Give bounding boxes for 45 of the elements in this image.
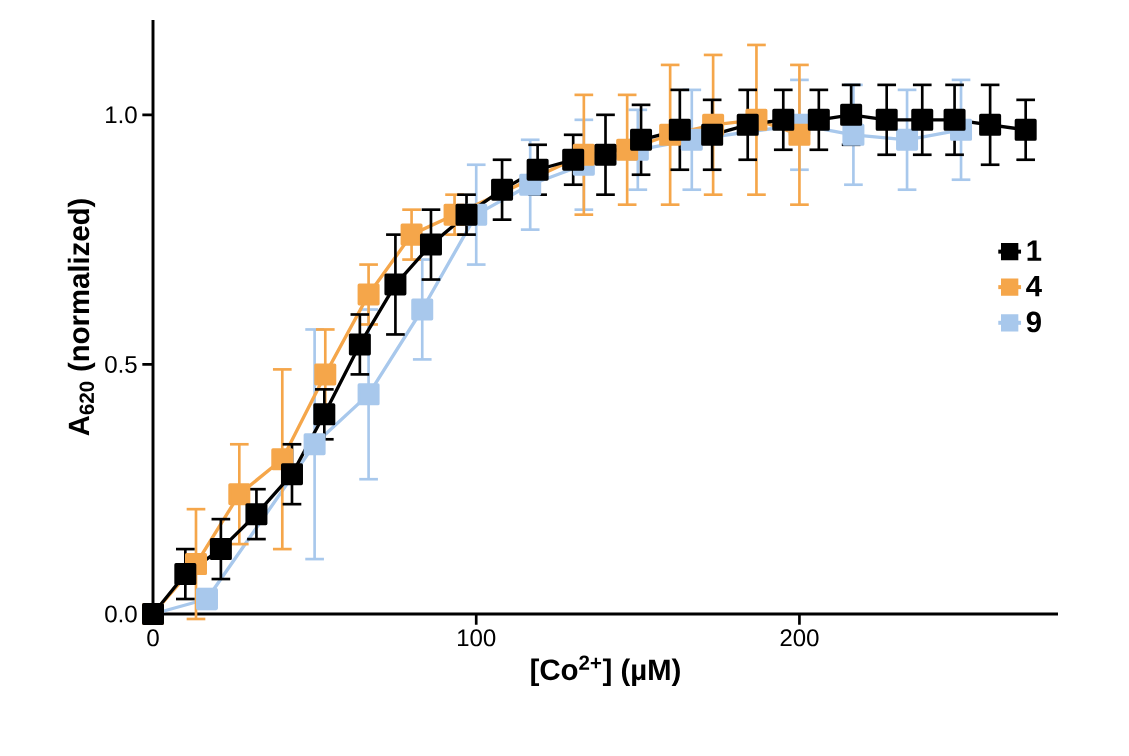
point [772,108,795,131]
legend-label: 9 [1026,311,1041,333]
legend-label: 4 [1026,276,1042,297]
point [357,383,380,406]
point [943,108,966,131]
point [419,233,442,256]
x-tick-label: 100 [458,629,496,647]
point [455,203,478,226]
point [788,123,811,146]
point [280,463,303,486]
point [348,333,371,356]
y-tick-label: 0.5 [105,355,137,373]
y-tick-label: 1.0 [106,106,137,124]
point [668,118,691,141]
point [314,363,337,386]
point [384,273,407,296]
point [840,103,863,126]
point [526,158,549,181]
point [896,128,919,151]
x-axis-title: [Co$^{2+}$] (µM) [531,655,680,686]
point [491,178,514,201]
point [842,123,865,146]
point [807,108,830,131]
legend-label: 1 [1027,240,1042,261]
point [979,113,1002,136]
point [245,503,268,526]
point [701,123,724,146]
point [174,563,197,586]
point [411,298,434,321]
point [736,113,759,136]
x-tick-label: 200 [780,629,819,647]
point [875,108,898,131]
x-tick-label: 0 [147,629,159,647]
point [313,403,336,426]
point [400,223,423,246]
y-tick-label: 0.0 [105,605,137,623]
point [303,433,326,456]
point [562,148,585,171]
point [228,483,251,506]
point [1014,118,1037,141]
point [209,538,232,561]
point [911,108,934,131]
y-axis-title: A$_{620}$ (normalized) [67,199,96,436]
point [594,143,617,166]
point [357,283,380,306]
